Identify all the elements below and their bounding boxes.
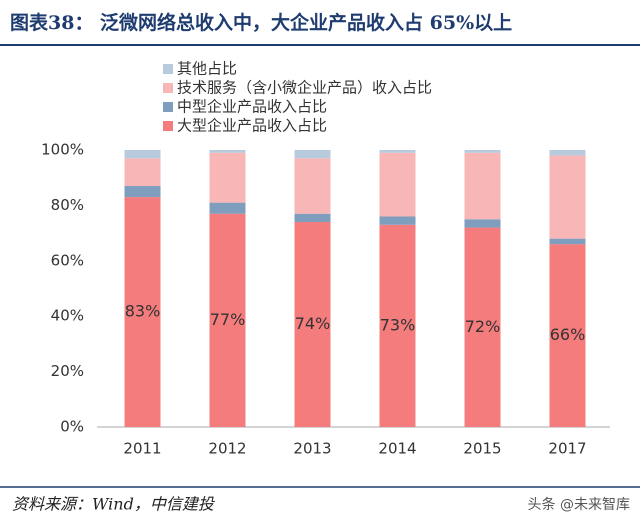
value-label: 66% (550, 325, 586, 344)
bar-segment (464, 227, 501, 427)
source: 资料来源：Wind，中信建投 (12, 495, 216, 514)
value-label: 72% (465, 317, 501, 336)
x-tick-label: 2012 (208, 440, 246, 458)
y-tick-label: 80% (51, 196, 84, 214)
value-label: 77% (210, 310, 246, 329)
bar-segment (209, 213, 246, 427)
x-tick-label: 2013 (293, 440, 331, 458)
bar-segment (379, 152, 416, 217)
y-tick-label: 60% (51, 251, 84, 269)
watermark: 头条 @未来智库 (528, 496, 630, 513)
y-tick-label: 100% (41, 141, 84, 159)
bar-segment (294, 158, 331, 214)
legend-label: 中型企业产品收入占比 (177, 98, 327, 116)
bar-segment (294, 213, 331, 223)
bar-segment (464, 152, 501, 220)
bar-segment (124, 197, 161, 427)
value-label: 74% (295, 314, 331, 333)
legend-swatch (163, 102, 173, 112)
y-tick-label: 40% (51, 307, 84, 325)
y-tick-label: 20% (51, 362, 84, 380)
bar-segment (549, 244, 586, 427)
legend-swatch (163, 121, 173, 131)
x-tick-label: 2014 (378, 440, 416, 458)
legend-label: 技术服务（含小微企业产品）收入占比 (177, 79, 432, 97)
bar-segment (464, 219, 501, 228)
x-tick-label: 2011 (123, 440, 161, 458)
bar-segment (124, 150, 161, 159)
legend-label: 大型企业产品收入占比 (177, 117, 327, 135)
bar-segment (379, 216, 416, 225)
bar-segment (379, 224, 416, 427)
bar-segment (294, 222, 331, 427)
value-label: 73% (380, 315, 416, 334)
bar-segment (209, 202, 246, 214)
bar-segment (549, 238, 586, 245)
bar-segment (209, 150, 246, 153)
bar-segment (209, 152, 246, 203)
bar-segment (464, 150, 501, 153)
legend-swatch (163, 64, 173, 74)
bar-segment (124, 186, 161, 198)
legend-swatch (163, 83, 173, 93)
bar-segment (124, 158, 161, 187)
bar-segment (294, 150, 331, 159)
bar-segment (379, 150, 416, 153)
value-label: 83% (125, 302, 161, 321)
bar-segment (549, 150, 586, 156)
x-tick-label: 2015 (463, 440, 501, 458)
y-tick-label: 0% (60, 418, 84, 436)
bar-segment (549, 155, 586, 239)
x-tick-label: 2017 (548, 440, 586, 458)
legend-label: 其他占比 (177, 60, 237, 78)
chart-title: 图表38： 泛微网络总收入中，大企业产品收入占 65%以上 (10, 11, 512, 34)
